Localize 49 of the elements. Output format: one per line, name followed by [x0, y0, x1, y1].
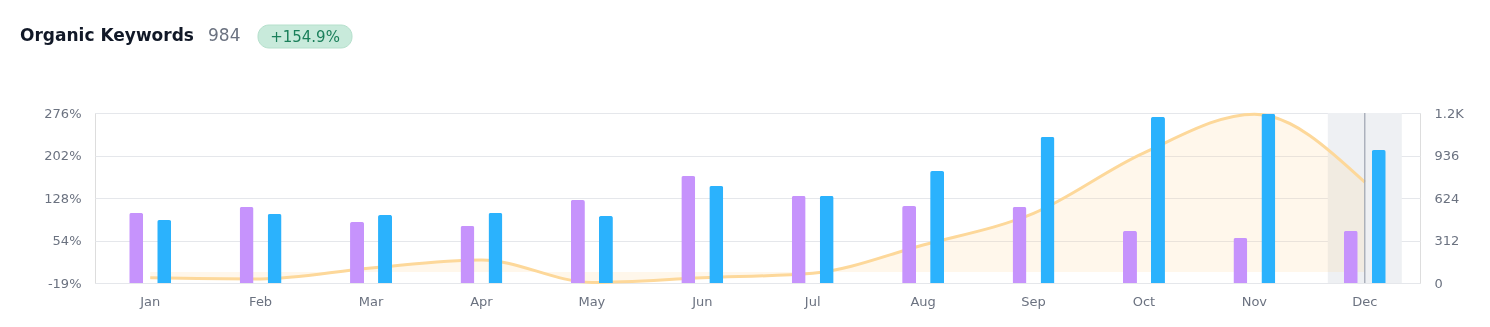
bar — [378, 215, 393, 283]
x-tick-label: Sep — [1021, 293, 1046, 309]
bar — [488, 212, 503, 283]
bar — [1122, 230, 1137, 283]
bar — [1261, 113, 1276, 283]
bar — [819, 195, 834, 283]
text: 984 — [208, 25, 241, 45]
text: +154.9% — [270, 28, 340, 46]
bar — [681, 176, 696, 283]
bar — [350, 221, 365, 283]
x-tick-label: May — [578, 293, 606, 309]
y-tick-label: 202% — [44, 148, 82, 164]
y2-tick-label: 1.2K — [1434, 105, 1465, 121]
bar — [129, 212, 144, 283]
y2-tick-label: 624 — [1434, 190, 1460, 206]
y2-tick-label: 0 — [1434, 275, 1443, 291]
y2-tick-label: 312 — [1434, 233, 1460, 248]
bar — [1012, 206, 1027, 283]
bar — [598, 215, 613, 283]
bar — [570, 200, 585, 283]
bar — [1233, 238, 1248, 283]
y2-tick-label: 936 — [1434, 148, 1460, 163]
x-tick-label: Mar — [358, 293, 384, 309]
bar — [902, 206, 917, 283]
bar — [460, 226, 475, 283]
x-tick-label: Nov — [1241, 293, 1268, 309]
x-tick-label: Apr — [470, 293, 494, 309]
x-tick-label: Jul — [803, 293, 821, 309]
x-tick-label: Aug — [910, 293, 936, 309]
bar — [1371, 150, 1386, 283]
y-tick-label: 128% — [44, 190, 82, 206]
bar — [239, 206, 254, 283]
bar — [1150, 116, 1165, 283]
bar — [267, 214, 282, 283]
x-tick-label: Feb — [249, 293, 273, 309]
bar — [1343, 230, 1358, 283]
y-tick-label: 54% — [52, 233, 82, 249]
y-tick-label: -19% — [47, 275, 82, 291]
bar — [157, 220, 172, 283]
x-tick-label: Dec — [1352, 293, 1378, 309]
y-tick-label: 276% — [44, 105, 82, 121]
x-tick-label: Oct — [1132, 293, 1156, 309]
bar — [1040, 136, 1055, 283]
bar — [930, 171, 945, 283]
chart-title: Organic Keywords — [20, 25, 194, 45]
x-tick-label: Jun — [691, 293, 713, 309]
x-tick-label: Jan — [139, 293, 161, 309]
bar — [791, 195, 806, 283]
bar — [709, 186, 724, 283]
